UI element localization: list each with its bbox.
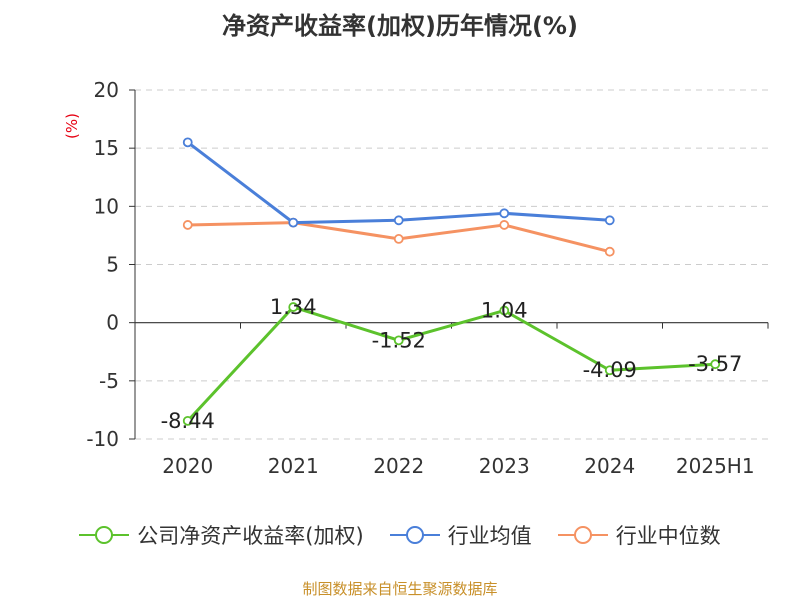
data-point <box>288 302 299 312</box>
x-tick-label: 2022 <box>373 454 424 478</box>
legend-marker-icon <box>557 526 608 544</box>
data-label: 1.34 <box>270 295 317 319</box>
y-tick-label: -10 <box>86 427 119 451</box>
legend-item: 公司净资产收益率(加权) <box>79 520 364 550</box>
label-layer: -8.44 1.34 -1.52 1.04 -4.09 -3.57 <box>161 295 743 433</box>
data-point <box>393 335 404 346</box>
data-point <box>710 359 721 370</box>
x-tick-label: 2023 <box>479 454 530 478</box>
data-label: -1.52 <box>372 328 426 352</box>
legend-item: 行业均值 <box>389 520 532 550</box>
y-tick-label: 10 <box>94 194 119 218</box>
y-axis-label: (%) <box>63 113 81 139</box>
legend-marker-icon <box>79 526 130 544</box>
data-point <box>182 220 193 230</box>
data-label: -3.57 <box>688 352 742 376</box>
x-tick-label: 2021 <box>268 454 319 478</box>
data-point <box>499 305 510 316</box>
x-tick-label: 2020 <box>162 454 213 478</box>
series-line <box>186 305 716 422</box>
data-point <box>604 215 615 226</box>
y-tick-label: 0 <box>106 311 119 335</box>
grid-layer <box>135 89 768 440</box>
axis-layer: 20 15 10 5 0 -5 -10 2020 2021 2022 2023 2024 2025H1 <box>86 78 769 478</box>
data-point <box>393 215 404 226</box>
data-point <box>288 217 299 228</box>
y-tick-label: 5 <box>106 253 119 277</box>
data-point <box>499 208 510 219</box>
data-point <box>393 234 404 244</box>
data-point <box>182 415 193 426</box>
data-label: -8.44 <box>161 409 215 433</box>
y-tick-label: 15 <box>94 136 119 160</box>
chart-title: 净资产收益率(加权)历年情况(%) <box>222 12 578 40</box>
legend-label: 行业中位数 <box>615 524 721 548</box>
data-point <box>604 246 615 257</box>
data-label: -4.09 <box>583 358 637 382</box>
x-tick-label: 2024 <box>584 454 635 478</box>
y-tick-label: 20 <box>94 78 119 102</box>
series-line <box>186 141 610 225</box>
data-point <box>182 137 193 148</box>
x-tick-label: 2025H1 <box>676 454 755 478</box>
y-tick-label: -5 <box>99 369 119 393</box>
legend-label: 行业均值 <box>447 524 532 548</box>
source-note: 制图数据来自恒生聚源数据库 <box>302 580 498 598</box>
data-point <box>499 220 510 230</box>
series-layer <box>182 137 721 426</box>
data-point <box>604 365 615 376</box>
legend-label: 公司净资产收益率(加权) <box>137 524 364 548</box>
legend-item: 行业中位数 <box>557 520 721 550</box>
legend-marker-icon <box>389 526 440 544</box>
legend: 公司净资产收益率(加权) 行业均值 行业中位数 <box>0 520 800 550</box>
data-label: 1.04 <box>481 299 528 323</box>
